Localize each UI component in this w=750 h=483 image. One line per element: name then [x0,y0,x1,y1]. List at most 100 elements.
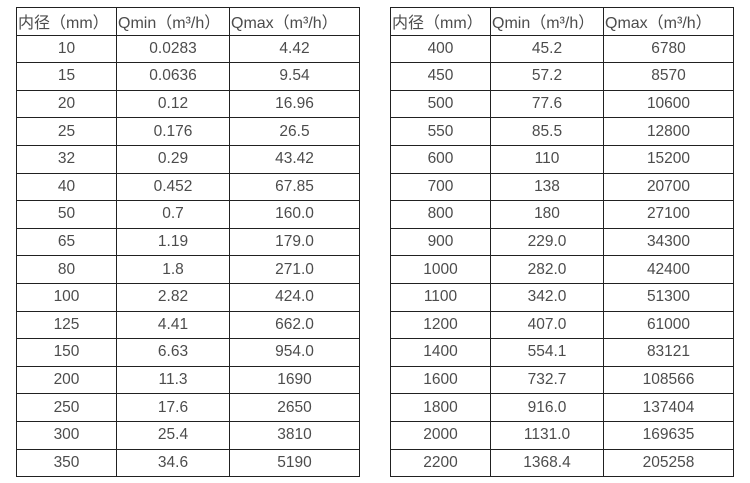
table-cell: 600 [390,144,491,174]
table-row: 50 0.7 160.0 [16,200,360,229]
table-cell: 916.0 [490,393,604,422]
table-cell: 100 [16,282,117,312]
table-cell: 1400 [390,338,491,367]
table-row: 10 0.0283 4.42 [16,34,360,64]
table-cell: 57.2 [490,62,604,91]
table-cell: 83121 [603,338,734,367]
table-row: 300 25.4 3810 [16,420,360,450]
table-cell: 34300 [603,227,734,257]
table-row: 200 11.3 1690 [16,365,360,395]
table-cell: 12800 [603,117,734,146]
table-row: 400 45.2 6780 [390,34,734,64]
table-cell: 15 [16,62,117,91]
header-qmax: Qmax（m³/h） [229,7,360,36]
table-row: 1200 407.0 61000 [390,310,734,340]
table-cell: 400 [390,34,491,64]
table-cell: 40 [16,172,117,202]
table-cell: 900 [390,227,491,257]
table-row: 125 4.41 662.0 [16,310,360,340]
table-cell: 4.41 [116,310,230,340]
table-cell: 1800 [390,393,491,422]
table-cell: 17.6 [116,393,230,422]
table-row: 600 110 15200 [390,144,734,174]
table-row: 1800 916.0 137404 [390,393,734,422]
table-row: 800 180 27100 [390,200,734,229]
table-cell: 0.452 [116,172,230,202]
table-cell: 205258 [603,448,734,478]
table-cell: 9.54 [229,62,360,91]
table-cell: 954.0 [229,338,360,367]
table-cell: 1368.4 [490,448,604,478]
table-cell: 15200 [603,144,734,174]
table-row: 700 138 20700 [390,172,734,202]
table-cell: 1.19 [116,227,230,257]
table-cell: 43.42 [229,144,360,174]
header-qmin: Qmin（m³/h） [116,7,230,36]
table-cell: 282.0 [490,255,604,284]
table-cell: 11.3 [116,365,230,395]
table-cell: 77.6 [490,89,604,119]
table-cell: 169635 [603,420,734,450]
table-row: 25 0.176 26.5 [16,117,360,146]
table-row: 350 34.6 5190 [16,448,360,478]
table-cell: 700 [390,172,491,202]
table-cell: 65 [16,227,117,257]
table-cell: 0.0636 [116,62,230,91]
table-cell: 10 [16,34,117,64]
table-cell: 6.63 [116,338,230,367]
table-cell: 45.2 [490,34,604,64]
table-cell: 0.12 [116,89,230,119]
table-cell: 42400 [603,255,734,284]
table-row: 500 77.6 10600 [390,89,734,119]
table-cell: 137404 [603,393,734,422]
table-row: 2200 1368.4 205258 [390,448,734,478]
table-cell: 0.29 [116,144,230,174]
table-cell: 554.1 [490,338,604,367]
table-row: 32 0.29 43.42 [16,144,360,174]
table-body: 10 0.0283 4.42 15 0.0636 9.54 20 0.12 16.96 25 0.1… [16,34,360,478]
table-cell: 662.0 [229,310,360,340]
table-cell: 150 [16,338,117,367]
table-cell: 1200 [390,310,491,340]
table-cell: 20700 [603,172,734,202]
table-cell: 108566 [603,365,734,395]
table-cell: 0.0283 [116,34,230,64]
header-row: 内径（mm） Qmin（m³/h） Qmax（m³/h） [16,7,360,36]
table-cell: 342.0 [490,282,604,312]
table-row: 1600 732.7 108566 [390,365,734,395]
table-cell: 200 [16,365,117,395]
table-cell: 4.42 [229,34,360,64]
flow-range-table-large-diameters: 内径（mm） Qmin（m³/h） Qmax（m³/h） 400 45.2 6780… [390,7,734,478]
table-cell: 350 [16,448,117,478]
table-cell: 229.0 [490,227,604,257]
table-cell: 3810 [229,420,360,450]
table-cell: 25 [16,117,117,146]
table-cell: 25.4 [116,420,230,450]
table-cell: 2.82 [116,282,230,312]
table-row: 550 85.5 12800 [390,117,734,146]
table-cell: 61000 [603,310,734,340]
table-cell: 138 [490,172,604,202]
header-qmin: Qmin（m³/h） [490,7,604,36]
table-row: 450 57.2 8570 [390,62,734,91]
table-cell: 34.6 [116,448,230,478]
table-row: 1400 554.1 83121 [390,338,734,367]
table-row: 20 0.12 16.96 [16,89,360,119]
table-cell: 0.7 [116,200,230,229]
table-row: 900 229.0 34300 [390,227,734,257]
table-cell: 1000 [390,255,491,284]
table-cell: 1.8 [116,255,230,284]
table-cell: 2200 [390,448,491,478]
table-cell: 110 [490,144,604,174]
table-row: 15 0.0636 9.54 [16,62,360,91]
table-cell: 51300 [603,282,734,312]
table-cell: 179.0 [229,227,360,257]
table-cell: 50 [16,200,117,229]
table-cell: 550 [390,117,491,146]
table-row: 1000 282.0 42400 [390,255,734,284]
header-inner-diameter: 内径（mm） [390,7,491,36]
table-cell: 732.7 [490,365,604,395]
table-row: 40 0.452 67.85 [16,172,360,202]
table-cell: 16.96 [229,89,360,119]
